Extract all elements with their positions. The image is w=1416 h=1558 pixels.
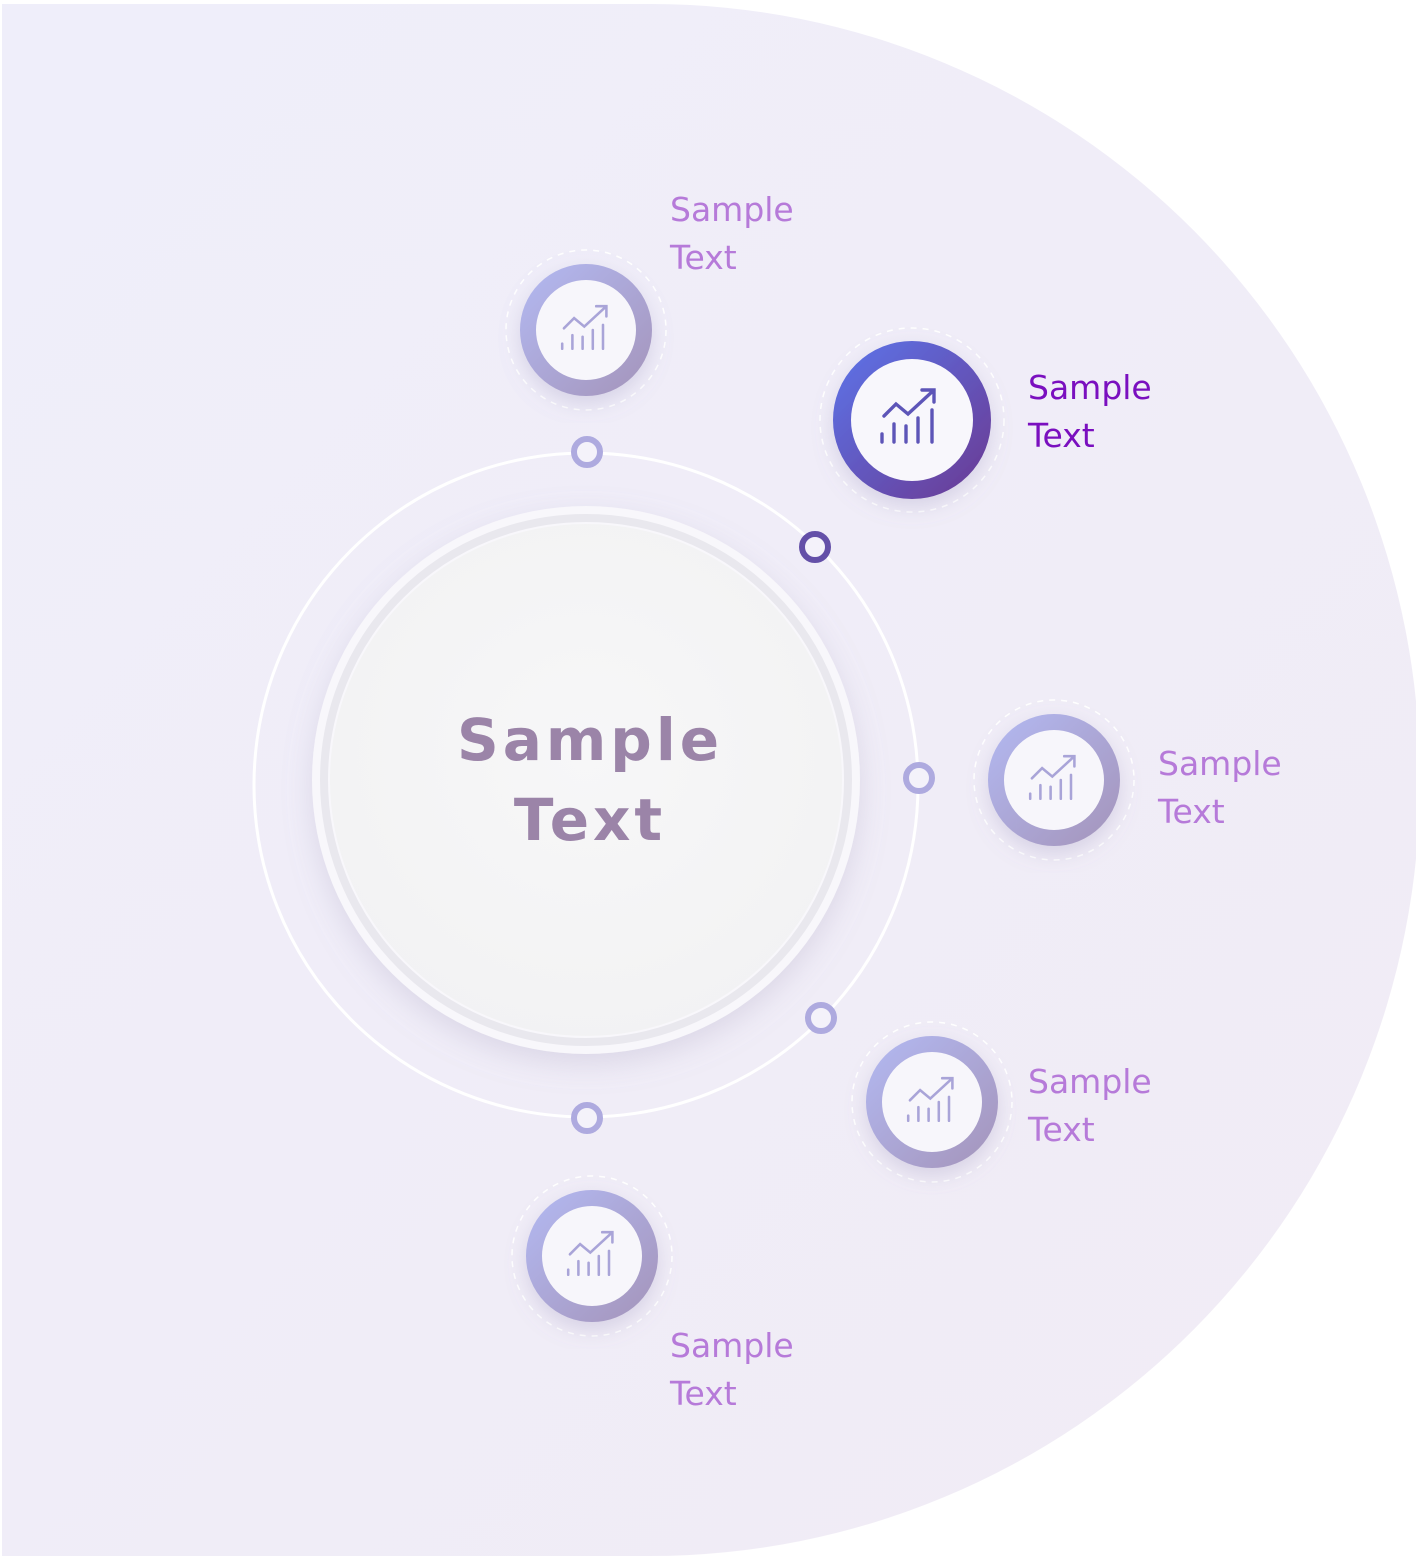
node-3-label-line2: Text — [1158, 792, 1225, 831]
node-2-active — [819, 327, 1005, 513]
chart-growth-icon — [880, 388, 936, 444]
orbit-dot-active — [799, 531, 831, 563]
chart-growth-icon — [1028, 754, 1076, 800]
node-5-label-line1: Sample — [670, 1326, 794, 1365]
node-4-label: Sample Text — [1028, 1058, 1248, 1154]
chart-growth-icon — [906, 1076, 954, 1122]
node-3 — [973, 699, 1135, 861]
node-5-label-line2: Text — [670, 1374, 737, 1413]
orbit-dot — [903, 762, 935, 794]
node-2-label: Sample Text — [1028, 364, 1248, 460]
center-circle — [312, 506, 860, 1054]
node-1 — [505, 249, 667, 411]
orbit-dot — [571, 1102, 603, 1134]
node-4 — [851, 1021, 1013, 1183]
node-4-label-line1: Sample — [1028, 1062, 1152, 1101]
node-2-label-line1: Sample — [1028, 368, 1152, 407]
orbit-dot — [805, 1002, 837, 1034]
orbit-dots — [571, 436, 935, 1134]
center-title-line1: Sample — [456, 706, 724, 774]
node-5-label: Sample Text — [670, 1322, 890, 1418]
chart-growth-icon — [560, 304, 608, 350]
node-1-label-line1: Sample — [670, 190, 794, 229]
node-3-label-line1: Sample — [1158, 744, 1282, 783]
chart-growth-icon — [566, 1230, 614, 1276]
node-2-label-line2: Text — [1028, 416, 1095, 455]
center-title: Sample Text — [360, 700, 820, 860]
node-1-label-line2: Text — [670, 238, 737, 277]
node-3-label: Sample Text — [1158, 740, 1378, 836]
orbit-dot — [571, 436, 603, 468]
center-title-line2: Text — [513, 786, 667, 854]
node-1-label: Sample Text — [670, 186, 890, 282]
node-4-label-line2: Text — [1028, 1110, 1095, 1149]
node-5 — [511, 1175, 673, 1337]
